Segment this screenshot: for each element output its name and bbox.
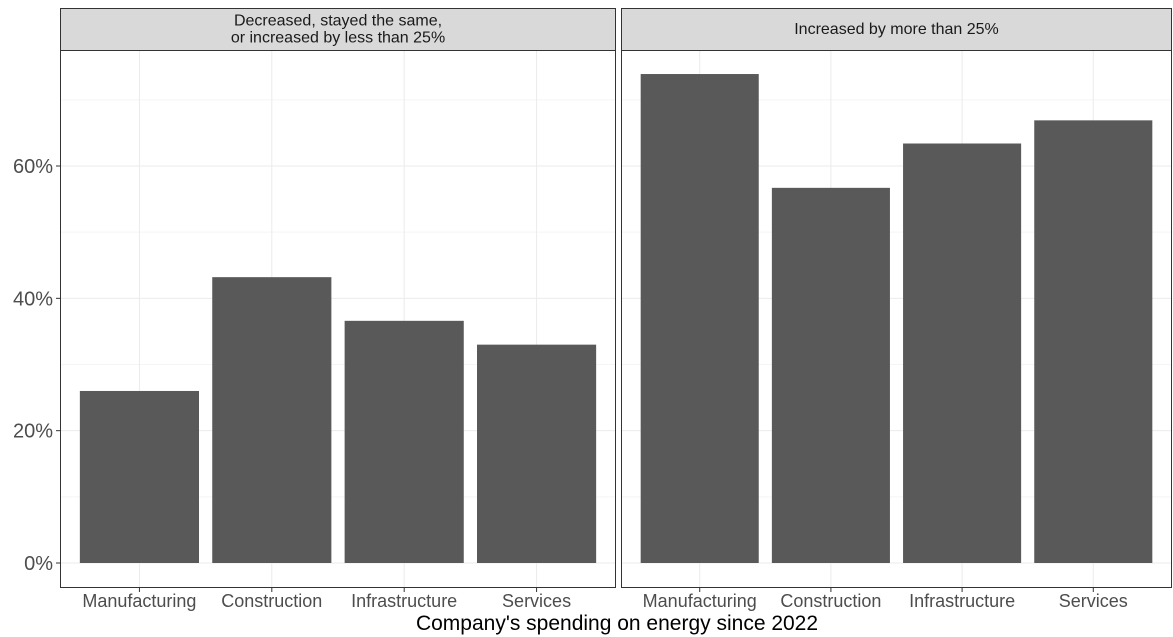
facet-strip-label: or increased by less than 25% xyxy=(231,30,445,47)
bar-manufacturing xyxy=(640,74,759,564)
x-tick-label: Services xyxy=(502,591,571,611)
bar-manufacturing xyxy=(79,390,199,563)
bar-services xyxy=(1034,120,1153,563)
y-tick-label: 20% xyxy=(13,421,53,443)
facet-panels: Decreased, stayed the same,or increased … xyxy=(60,8,1172,611)
x-tick-label: Infrastructure xyxy=(351,591,457,611)
x-tick-label: Manufacturing xyxy=(82,591,196,611)
y-tick-label: 40% xyxy=(13,288,53,310)
bar-construction xyxy=(771,187,890,563)
y-tick-label: 60% xyxy=(13,156,53,178)
facet-panel-1: Decreased, stayed the same,or increased … xyxy=(60,8,616,611)
bar-infrastructure xyxy=(344,320,464,563)
x-tick-label: Services xyxy=(1059,591,1128,611)
x-axis-title: Company's spending on energy since 2022 xyxy=(416,612,818,635)
facet-strip xyxy=(621,8,1172,51)
facet-strip-label: Decreased, stayed the same, xyxy=(234,13,442,30)
x-tick-label: Manufacturing xyxy=(643,591,757,611)
x-tick-label: Infrastructure xyxy=(909,591,1015,611)
x-tick-label: Construction xyxy=(221,591,322,611)
facet-strip xyxy=(60,8,616,51)
facet-panel-2: Increased by more than 25% Manufacturing C… xyxy=(621,8,1172,611)
x-tick-label: Construction xyxy=(780,591,881,611)
y-axis: 0% 20% 40% 60% xyxy=(13,156,60,575)
y-tick-label: 0% xyxy=(24,553,53,575)
bar-services xyxy=(477,344,597,563)
bar-construction xyxy=(212,277,332,563)
facet-strip-label: Increased by more than 25% xyxy=(794,21,999,38)
bar-infrastructure xyxy=(903,143,1022,563)
